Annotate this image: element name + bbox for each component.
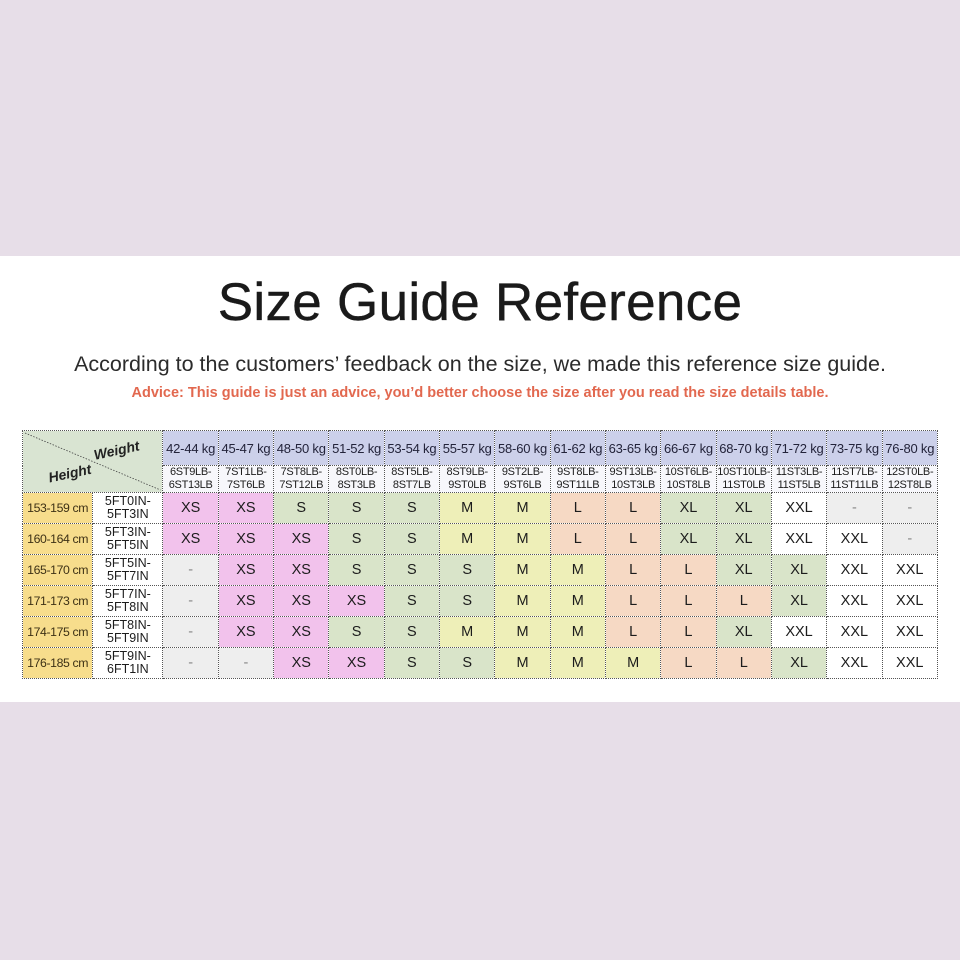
svg-text:Height: Height xyxy=(47,460,94,485)
svg-text:Weight: Weight xyxy=(92,437,142,463)
